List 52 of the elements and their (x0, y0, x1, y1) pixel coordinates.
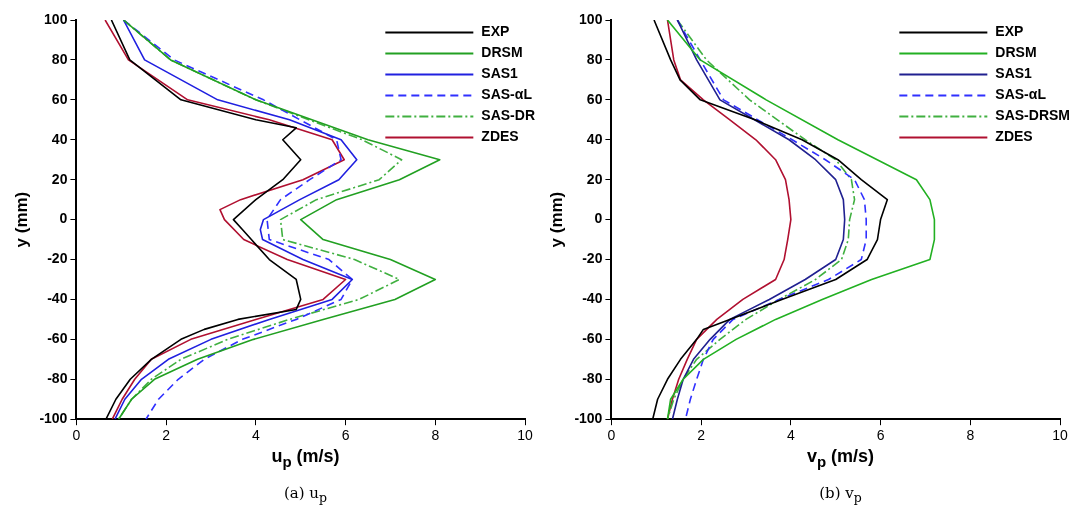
y-tick-label: -80 (582, 370, 603, 387)
y-tick-label: -40 (582, 290, 603, 307)
y-tick-label: 0 (59, 210, 68, 227)
y-tick-label: 60 (51, 90, 68, 107)
text: ZDES (995, 128, 1033, 145)
y-tick-label: 80 (51, 50, 68, 67)
x-axis-title: u$_{p}$ (m/s) (270, 446, 341, 470)
x-axis-title: v$_{p}$ (m/s) (805, 446, 876, 470)
y-tick-label: -20 (582, 250, 603, 267)
text: DRSM (995, 44, 1037, 61)
text: SAS-DRSM (995, 107, 1070, 124)
x-tick-label: 10 (517, 427, 533, 444)
y-axis-title: y (mm) (11, 191, 31, 248)
text: SAS1 (481, 65, 519, 82)
y-tick-label: 20 (51, 170, 68, 187)
y-tick-label: 80 (586, 50, 603, 67)
text: SAS1 (995, 65, 1033, 82)
x-tick-label: 8 (966, 427, 975, 444)
y-tick-label: 100 (44, 10, 68, 27)
text: ZDES (481, 128, 519, 145)
text: DRSM (481, 44, 523, 61)
y-tick-label: -20 (47, 250, 68, 267)
x-tick-label: 10 (1052, 427, 1068, 444)
y-tick-label: 40 (51, 130, 68, 147)
y-tick-label: 0 (594, 210, 603, 227)
y-tick-label: -40 (47, 290, 68, 307)
x-tick-label: 2 (162, 427, 171, 444)
x-tick-label: 2 (697, 427, 706, 444)
y-tick-label: -60 (582, 330, 603, 347)
text: SAS-αL (481, 86, 533, 103)
x-tick-label: 4 (786, 427, 795, 444)
text: SAS-αL (995, 86, 1047, 103)
text: EXP (995, 23, 1024, 40)
y-tick-label: -100 (574, 410, 603, 427)
y-tick-label: 60 (586, 90, 603, 107)
x-tick-label: 4 (251, 427, 260, 444)
y-tick-label: 40 (586, 130, 603, 147)
text: EXP (481, 23, 510, 40)
y-tick-label: 20 (586, 170, 603, 187)
text: SAS-DR (481, 107, 535, 124)
x-tick-label: 6 (876, 427, 885, 444)
y-tick-label: -60 (47, 330, 68, 347)
text: (a) u$_{p}$ (282, 483, 329, 505)
y-tick-label: -80 (47, 370, 68, 387)
x-tick-label: 6 (341, 427, 350, 444)
y-tick-label: 100 (579, 10, 603, 27)
x-tick-label: 8 (431, 427, 440, 444)
text: (b) v$_{p}$ (818, 483, 863, 505)
y-axis-title: y (mm) (546, 191, 566, 248)
y-tick-label: -100 (39, 410, 68, 427)
x-tick-label: 0 (607, 427, 616, 444)
x-tick-label: 0 (72, 427, 81, 444)
